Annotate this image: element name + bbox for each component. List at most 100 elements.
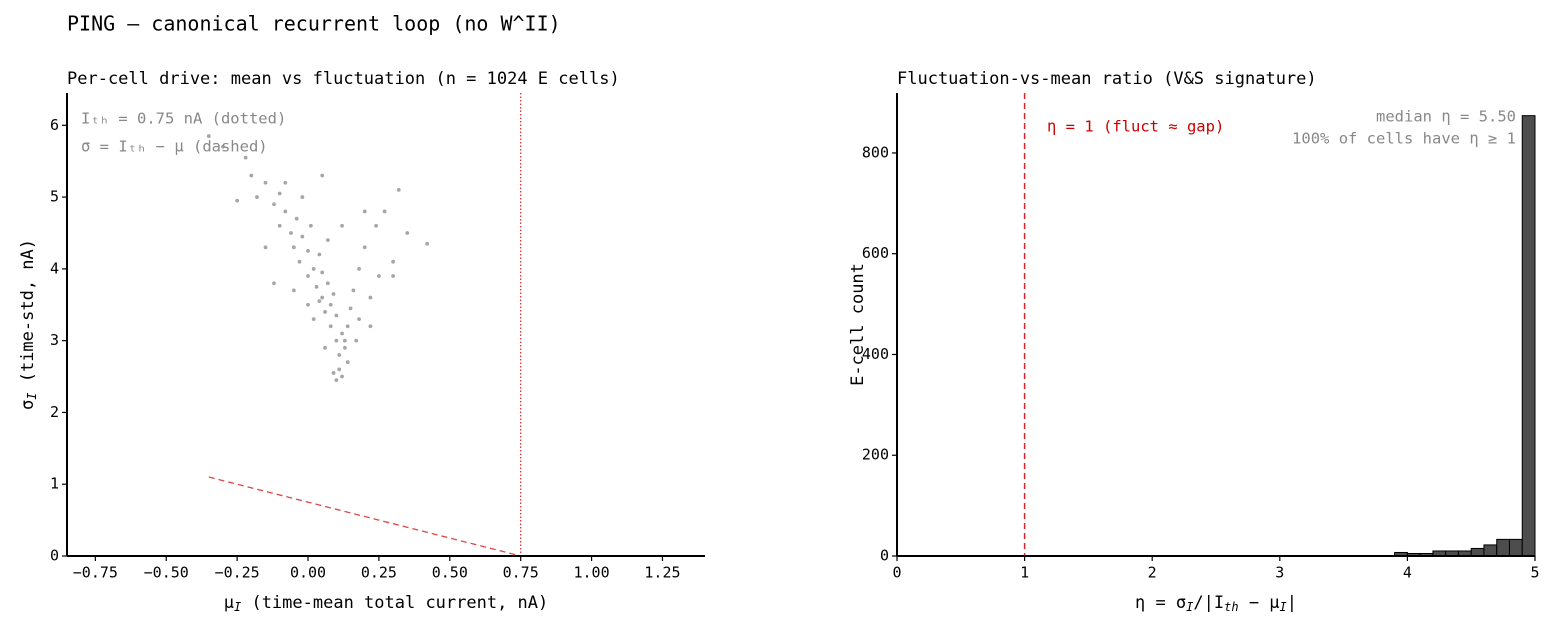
point	[396, 188, 401, 192]
point	[320, 270, 325, 275]
y-tick-label: 200	[862, 446, 889, 464]
figure-title: PING — canonical recurrent loop (no W^II…	[67, 12, 561, 36]
x-tick-label: −0.50	[144, 564, 189, 582]
point	[362, 245, 367, 250]
x-tick-label: 1.25	[644, 564, 680, 582]
label-part: (time-mean total current, nA)	[241, 593, 548, 613]
point	[334, 338, 339, 343]
label-part: |	[1287, 593, 1297, 613]
point	[306, 274, 310, 278]
point	[425, 241, 430, 246]
label-part: μ	[224, 593, 234, 613]
point	[348, 306, 353, 311]
point	[328, 302, 333, 307]
point	[345, 360, 350, 365]
annotation: σ = Iₜₕ − μ (dashed)	[81, 138, 268, 156]
hist-bar	[1508, 538, 1523, 557]
point	[277, 223, 282, 228]
y-tick-label: 5	[50, 188, 59, 206]
hist-bar	[1496, 538, 1510, 557]
point	[342, 345, 347, 350]
x-tick-label: 1	[1020, 564, 1029, 582]
label-part: /|I	[1193, 593, 1224, 613]
point	[320, 295, 325, 300]
point	[243, 155, 248, 160]
point	[325, 238, 330, 243]
point	[311, 317, 316, 322]
point	[354, 338, 359, 343]
point	[291, 288, 296, 293]
axes-title: Fluctuation-vs-mean ratio (V&S signature…	[897, 69, 1317, 89]
point	[277, 191, 282, 196]
point	[317, 252, 322, 257]
point	[345, 324, 350, 329]
y-axis-label: σI (time-std, nA)	[18, 239, 39, 410]
x-tick-label: 3	[1275, 564, 1284, 582]
y-tick-label: 600	[862, 244, 889, 262]
point	[297, 259, 302, 264]
x-axis-label: η = σI/|Ith − μI|	[1135, 593, 1297, 614]
annotation: η = 1 (fluct ≈ gap)	[1047, 118, 1224, 136]
y-tick-label: 0	[50, 547, 59, 565]
point	[374, 223, 378, 228]
y-axis-label: E-cell count	[848, 263, 868, 386]
point	[334, 313, 339, 318]
point	[362, 209, 367, 214]
hist-bar	[1470, 547, 1485, 557]
point	[328, 324, 333, 329]
label-part: (time-std, nA)	[18, 239, 38, 393]
x-tick-label: 2	[1148, 564, 1157, 582]
point	[300, 234, 305, 239]
label-part: E-cell count	[848, 263, 868, 386]
point	[314, 284, 319, 289]
point	[340, 374, 344, 379]
point	[340, 223, 344, 228]
point	[294, 216, 299, 221]
point	[382, 209, 387, 214]
point	[306, 249, 310, 253]
x-tick-label: 0.00	[290, 564, 326, 582]
point	[340, 331, 344, 336]
point	[317, 299, 322, 304]
point	[263, 245, 268, 250]
x-tick-label: 4	[1403, 564, 1412, 582]
y-tick-label: 1	[50, 475, 59, 493]
point	[391, 274, 395, 278]
y-tick-label: 0	[880, 547, 889, 565]
x-tick-label: 5	[1530, 564, 1539, 582]
point	[334, 378, 339, 383]
point	[263, 180, 268, 185]
point	[311, 266, 316, 271]
annotation: Iₜₕ = 0.75 nA (dotted)	[81, 110, 286, 128]
x-tick-label: 1.00	[574, 564, 610, 582]
point	[291, 245, 296, 250]
point	[331, 292, 336, 296]
y-tick-label: 3	[50, 331, 59, 349]
point	[235, 198, 240, 203]
x-tick-label: 0.75	[503, 564, 539, 582]
annotation: median η = 5.50	[1376, 108, 1516, 126]
label-subscript: I	[25, 393, 39, 400]
point	[320, 173, 325, 178]
point	[300, 195, 305, 199]
point	[357, 266, 361, 271]
x-axis-label: μI (time-mean total current, nA)	[224, 593, 549, 614]
point	[377, 274, 381, 278]
point	[368, 324, 373, 329]
point	[289, 231, 293, 235]
axes-title: Per-cell drive: mean vs fluctuation (n =…	[67, 69, 620, 89]
point	[351, 288, 356, 293]
point	[255, 195, 259, 199]
guide-line	[208, 476, 521, 557]
point	[206, 134, 211, 138]
point	[325, 281, 330, 286]
label-part: − μ	[1239, 593, 1280, 613]
point	[323, 345, 327, 350]
label-subscript: I	[1186, 600, 1193, 614]
y-tick-label: 2	[50, 403, 59, 421]
x-tick-label: 0	[892, 564, 901, 582]
point	[249, 173, 254, 178]
x-tick-label: −0.25	[215, 564, 260, 582]
